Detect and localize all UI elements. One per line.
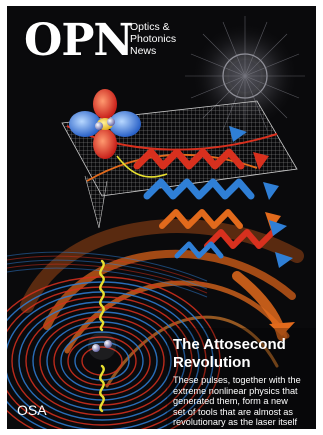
cover-deck: These pulses, together with the extreme … [173,375,314,428]
deck-line: revolutionary as the laser itself [173,417,298,428]
electron-orbital [69,89,141,159]
deck-line: extreme nonlinear physics that [173,385,298,396]
cover-illustration [7,6,316,429]
magazine-cover: OPN Optics & Photonics News The Attoseco… [7,6,316,429]
blue-arrows [229,126,293,268]
subtitle-line: Photonics [130,33,177,45]
focal-atoms [88,332,116,360]
wave-arrows [133,148,281,259]
subtitle-line: News [130,45,157,57]
attosecond-pulses [99,259,105,413]
deck-line: These pulses, together with the [173,375,301,385]
deck-line: generated them, form a new [173,396,288,407]
deck-line: set of tools that are almost as [173,406,294,417]
headline-line: Revolution [173,354,251,371]
headline-line: The Attosecond [173,336,286,353]
cover-headline: The Attosecond Revolution [173,336,313,372]
publisher-logo: OSA [17,402,47,418]
magazine-subtitle: Optics & Photonics News [130,21,210,57]
magazine-logo: OPN [24,15,134,66]
subtitle-line: Optics & [130,21,170,33]
